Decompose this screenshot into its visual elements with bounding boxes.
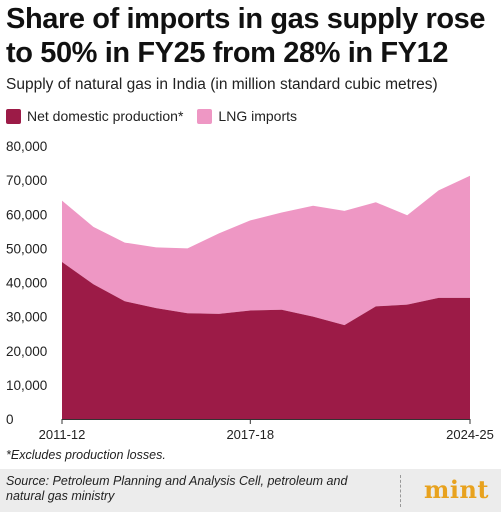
chart-title: Share of imports in gas supply rose to 5… bbox=[6, 3, 486, 69]
y-tick-label: 20,000 bbox=[6, 344, 47, 359]
chart-subtitle: Supply of natural gas in India (in milli… bbox=[6, 76, 438, 93]
y-tick-label: 70,000 bbox=[6, 173, 47, 188]
mint-logo: mint bbox=[423, 475, 489, 504]
y-tick-label: 10,000 bbox=[6, 378, 47, 393]
series-area-domestic bbox=[62, 262, 470, 419]
footer-divider bbox=[400, 475, 401, 507]
area-chart: 0 10,000 20,000 30,000 40,000 50,000 60,000 70,… bbox=[6, 139, 494, 442]
y-tick-label: 0 bbox=[6, 412, 14, 427]
legend: Net domestic production* LNG imports bbox=[6, 108, 311, 124]
legend-item-lng: LNG imports bbox=[197, 108, 297, 124]
legend-label-domestic: Net domestic production* bbox=[27, 108, 184, 124]
y-tick-label: 80,000 bbox=[6, 139, 47, 154]
y-tick-label: 60,000 bbox=[6, 207, 47, 222]
y-tick-label: 40,000 bbox=[6, 276, 47, 291]
legend-label-lng: LNG imports bbox=[218, 108, 297, 124]
y-tick-label: 50,000 bbox=[6, 241, 47, 256]
source-note: Source: Petroleum Planning and Analysis … bbox=[6, 474, 348, 503]
x-tick-label: 2011-12 bbox=[39, 427, 86, 442]
legend-swatch-lng bbox=[197, 108, 213, 124]
legend-swatch-domestic bbox=[6, 108, 21, 124]
legend-item-domestic: Net domestic production* bbox=[6, 108, 183, 124]
y-tick-label: 30,000 bbox=[6, 310, 47, 325]
x-tick-label: 2017-18 bbox=[226, 427, 274, 442]
x-tick-label: 2024-25 bbox=[446, 427, 494, 442]
footer: Source: Petroleum Planning and Analysis … bbox=[0, 469, 501, 512]
footnote: *Excludes production losses. bbox=[6, 448, 166, 462]
series-area-lng bbox=[62, 175, 470, 326]
